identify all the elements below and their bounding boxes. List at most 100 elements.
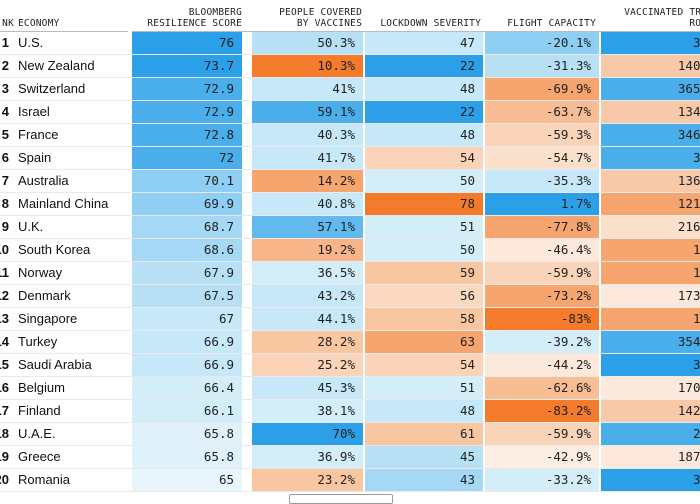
header-travel-line2: ROUT [689, 18, 700, 29]
table-row[interactable]: 12 Denmark 67.5 43.2%56-73.2%173. [0, 285, 700, 308]
table-row[interactable]: 2 New Zealand 73.7 10.3%22-31.3%140. [0, 55, 700, 78]
economy-cell: Israel [18, 104, 50, 119]
vaccinated-travel-cell: 34 [601, 354, 700, 376]
flight-capacity-cell: -77.8% [485, 216, 599, 238]
table-row[interactable]: 4 Israel 72.9 59.1%22-63.7%134. [0, 101, 700, 124]
table-row[interactable]: 17 Finland 66.1 38.1%48-83.2%142. [0, 400, 700, 423]
people-covered-cell: 41% [252, 78, 363, 100]
header-lockdown-severity[interactable]: LOCKDOWN SEVERITY [367, 18, 481, 29]
lockdown-severity-cell: 59 [365, 262, 483, 284]
table-row[interactable]: 18 U.A.E. 65.8 70%61-59.9%25 [0, 423, 700, 446]
resilience-table: NK ECONOMY BLOOMBERG RESILIENCE SCORE PE… [0, 7, 700, 492]
vaccinated-travel-cell: 13 [601, 308, 700, 330]
vaccinated-travel-cell: 216. [601, 216, 700, 238]
economy-cell: Norway [18, 265, 63, 280]
table-row[interactable]: 10 South Korea 68.6 19.2%50-46.4%13 [0, 239, 700, 262]
economy-cell: Turkey [18, 334, 58, 349]
resilience-score-cell: 72.9 [132, 101, 242, 123]
header-resilience-score[interactable]: BLOOMBERG RESILIENCE SCORE [118, 7, 242, 29]
resilience-score-cell: 67 [132, 308, 242, 330]
rank-cell: 14 [0, 334, 9, 349]
table-row[interactable]: 5 France 72.8 40.3%48-59.3%346. [0, 124, 700, 147]
rank-cell: 9 [1, 219, 9, 234]
table-row[interactable]: 1 U.S. 76 50.3%47-20.1%33 [0, 32, 700, 55]
table-row[interactable]: 20 Romania 65 23.2%43-33.2%37 [0, 469, 700, 492]
header-vaccinated-travel[interactable]: VACCINATED TRAV ROUT [600, 7, 700, 29]
rank-cell: 1 [1, 35, 9, 50]
rank-cell: 17 [0, 403, 9, 418]
people-covered-cell: 40.8% [252, 193, 363, 215]
people-covered-cell: 43.2% [252, 285, 363, 307]
people-covered-cell: 40.3% [252, 124, 363, 146]
header-people-covered[interactable]: PEOPLE COVERED BY VACCINES [252, 7, 362, 29]
resilience-score-cell: 66.1 [132, 400, 242, 422]
economy-cell: U.K. [18, 219, 44, 234]
header-flight-label: FLIGHT CAPACITY [507, 18, 596, 29]
resilience-score-cell: 68.6 [132, 239, 242, 261]
people-covered-cell: 41.7% [252, 147, 363, 169]
lockdown-severity-cell: 61 [365, 423, 483, 445]
resilience-score-cell: 72 [132, 147, 242, 169]
flight-capacity-cell: -59.3% [485, 124, 599, 146]
flight-capacity-cell: -54.7% [485, 147, 599, 169]
lockdown-severity-cell: 22 [365, 101, 483, 123]
header-rank-label: NK [2, 18, 14, 29]
flight-capacity-cell: -44.2% [485, 354, 599, 376]
economy-cell: U.A.E. [18, 426, 56, 441]
header-flight-capacity[interactable]: FLIGHT CAPACITY [486, 18, 596, 29]
economy-cell: U.S. [18, 35, 44, 50]
table-row[interactable]: 11 Norway 67.9 36.5%59-59.9%13 [0, 262, 700, 285]
table-row[interactable]: 8 Mainland China 69.9 40.8%781.7%121. [0, 193, 700, 216]
vaccinated-travel-cell: 36 [601, 147, 700, 169]
table-row[interactable]: 13Singapore6744.1%58-83%13 [0, 308, 700, 331]
horizontal-scrollbar-thumb[interactable] [289, 494, 393, 504]
resilience-score-cell: 73.7 [132, 55, 242, 77]
flight-capacity-cell: -33.2% [485, 469, 599, 491]
lockdown-severity-cell: 78 [365, 193, 483, 215]
vaccinated-travel-cell: 142. [601, 400, 700, 422]
economy-cell: Greece [18, 449, 61, 464]
resilience-score-cell: 67.9 [132, 262, 242, 284]
table-row[interactable]: 6 Spain 72 41.7%54-54.7%36 [0, 147, 700, 170]
header-rank[interactable]: NK [0, 18, 14, 29]
economy-cell: Denmark [18, 288, 71, 303]
economy-cell: Saudi Arabia [18, 357, 92, 372]
table-row[interactable]: 16 Belgium 66.4 45.3%51-62.6%170. [0, 377, 700, 400]
flight-capacity-cell: -31.3% [485, 55, 599, 77]
vaccinated-travel-cell: 25 [601, 423, 700, 445]
people-covered-cell: 57.1% [252, 216, 363, 238]
resilience-score-cell: 76 [132, 32, 242, 54]
vaccinated-travel-cell: 13 [601, 262, 700, 284]
table-row[interactable]: 9 U.K. 68.7 57.1%51-77.8%216. [0, 216, 700, 239]
rank-cell: 13 [0, 311, 9, 326]
resilience-score-cell: 65.8 [132, 423, 242, 445]
table-row[interactable]: 7 Australia 70.1 14.2%50-35.3%136. [0, 170, 700, 193]
vaccinated-travel-cell: 13 [601, 239, 700, 261]
flight-capacity-cell: 1.7% [485, 193, 599, 215]
header-economy[interactable]: ECONOMY [18, 18, 59, 29]
economy-cell: Spain [18, 150, 52, 165]
people-covered-cell: 45.3% [252, 377, 363, 399]
flight-capacity-cell: -59.9% [485, 423, 599, 445]
flight-capacity-cell: -83% [485, 308, 599, 330]
table-row[interactable]: 19 Greece 65.8 36.9%45-42.9%187. [0, 446, 700, 469]
header-score-line2: RESILIENCE SCORE [147, 18, 242, 29]
people-covered-cell: 36.9% [252, 446, 363, 468]
flight-capacity-cell: -35.3% [485, 170, 599, 192]
lockdown-severity-cell: 58 [365, 308, 483, 330]
vaccinated-travel-cell: 134. [601, 101, 700, 123]
table-row[interactable]: 14 Turkey 66.9 28.2%63-39.2%354. [0, 331, 700, 354]
vaccinated-travel-cell: 140. [601, 55, 700, 77]
resilience-score-cell: 68.7 [132, 216, 242, 238]
lockdown-severity-cell: 50 [365, 170, 483, 192]
vaccinated-travel-cell: 121. [601, 193, 700, 215]
table-row[interactable]: 15 Saudi Arabia 66.9 25.2%54-44.2%34 [0, 354, 700, 377]
people-covered-cell: 70% [252, 423, 363, 445]
flight-capacity-cell: -73.2% [485, 285, 599, 307]
table-row[interactable]: 3 Switzerland 72.9 41%48-69.9%365. [0, 78, 700, 101]
resilience-score-cell: 67.5 [132, 285, 242, 307]
people-covered-cell: 25.2% [252, 354, 363, 376]
economy-cell: Singapore [18, 311, 78, 326]
lockdown-severity-cell: 45 [365, 446, 483, 468]
